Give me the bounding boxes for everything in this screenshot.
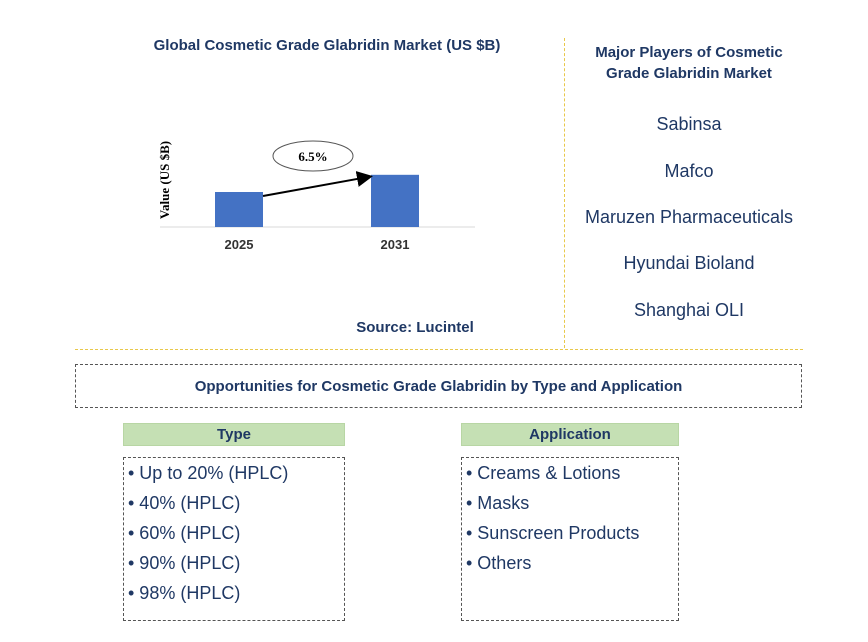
type-item: • 90% (HPLC): [128, 553, 241, 573]
application-list: • Creams & Lotions • Masks • Sunscreen P…: [461, 457, 679, 621]
player-mafco: Mafco: [664, 161, 714, 181]
application-item: • Others: [466, 553, 532, 573]
application-item: • Creams & Lotions: [466, 463, 621, 483]
y-axis-label: Value (US $B): [157, 140, 172, 220]
players-title: Major Players of Cosmetic Grade Glabridi…: [595, 44, 783, 82]
chart-title: Global Cosmetic Grade Glabridin Market (…: [153, 37, 501, 54]
player-hyundai-bioland: Hyundai Bioland: [623, 253, 755, 273]
type-item: • 98% (HPLC): [128, 583, 241, 603]
type-item: • 60% (HPLC): [128, 523, 241, 543]
horizontal-divider: [75, 349, 803, 350]
opportunities-title: Opportunities for Cosmetic Grade Glabrid…: [75, 364, 802, 408]
growth-label: 6.5%: [298, 149, 327, 164]
type-item: • 40% (HPLC): [128, 493, 241, 513]
player-shanghai-oli: Shanghai OLI: [633, 300, 745, 320]
vertical-divider: [564, 38, 565, 348]
player-maruzen: Maruzen Pharmaceuticals: [584, 207, 794, 227]
application-item: • Sunscreen Products: [466, 523, 640, 543]
source-label: Source: Lucintel: [356, 319, 474, 336]
type-header: Type: [123, 423, 345, 446]
bar-2031: [371, 174, 419, 227]
type-list: • Up to 20% (HPLC) • 40% (HPLC) • 60% (H…: [123, 457, 345, 621]
bar-chart: 2025 2031 6.5%: [160, 140, 475, 252]
type-item: • Up to 20% (HPLC): [128, 463, 289, 483]
bar-2025: [215, 192, 263, 227]
x-tick-label: 2025: [225, 237, 254, 252]
application-item: • Masks: [466, 493, 530, 513]
application-header: Application: [461, 423, 679, 446]
growth-arrow: [262, 171, 373, 197]
x-tick-label: 2031: [381, 237, 410, 252]
player-sabinsa: Sabinsa: [656, 114, 722, 134]
growth-ellipse: [272, 140, 354, 172]
